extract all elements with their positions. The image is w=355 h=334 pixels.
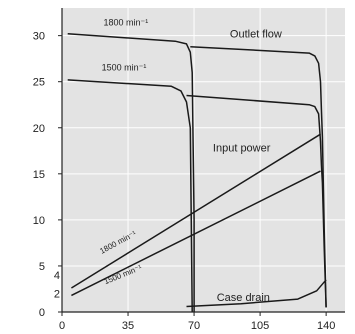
series-line-6 xyxy=(186,279,327,308)
x-tick-label: 105 xyxy=(251,320,269,332)
annotation-label: Input power xyxy=(213,143,271,155)
series-line-5 xyxy=(71,170,321,297)
series-line-3 xyxy=(186,94,327,308)
x-tick-label: 140 xyxy=(317,320,335,332)
x-tick-label: 70 xyxy=(188,320,200,332)
annotation-label: 1500 min⁻¹ xyxy=(102,63,147,73)
x-tick-label: 0 xyxy=(59,320,65,332)
y-tick-label: 15 xyxy=(33,169,45,181)
series-layer xyxy=(67,33,327,313)
y-tick-label: 30 xyxy=(33,31,45,43)
series-line-2 xyxy=(190,45,327,308)
series-line-4 xyxy=(71,133,321,289)
y-tick-label: 0 xyxy=(39,307,45,319)
y-secondary-tick-label: 4 xyxy=(54,270,60,282)
series-line-0 xyxy=(67,33,195,312)
y-tick-label: 20 xyxy=(33,123,45,135)
annotation-label: 1800 min⁻¹ xyxy=(104,18,149,28)
y-secondary-tick-label: 2 xyxy=(54,289,60,301)
plot-background xyxy=(62,8,345,312)
annotation-label: Case drain xyxy=(217,292,270,304)
y-tick-label: 25 xyxy=(33,77,45,89)
axes-layer: 0 35 70 105 140 0 5 10 15 20 25 30 2 4 xyxy=(33,8,345,332)
y-tick-label: 5 xyxy=(39,261,45,273)
series-line-1 xyxy=(67,79,193,313)
annotation-label: Outlet flow xyxy=(230,28,282,40)
y-tick-label: 10 xyxy=(33,215,45,227)
x-tick-label: 35 xyxy=(122,320,134,332)
